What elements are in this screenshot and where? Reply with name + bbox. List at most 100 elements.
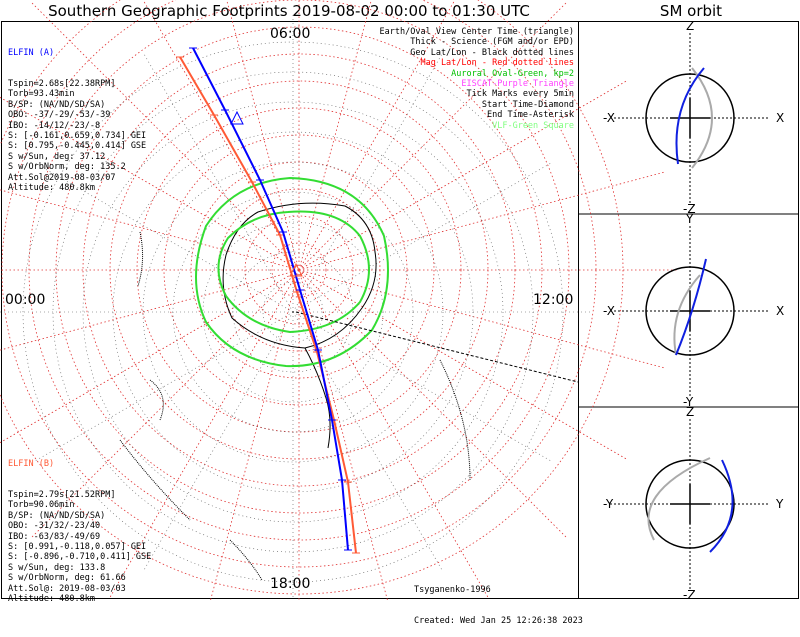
- mag-lon-line: [298, 269, 667, 369]
- mag-lon-line: [298, 269, 629, 461]
- geo-latlon-grid: [0, 12, 593, 600]
- mag-latlon-grid: [0, 0, 679, 600]
- sm-axis-label-left: -X: [603, 111, 615, 125]
- sm-axis-label-bottom: -Y: [683, 395, 694, 409]
- sm-frame: [578, 21, 799, 599]
- mag-lat-circle: [244, 215, 354, 325]
- antarctica-coast: [222, 202, 377, 349]
- mag-lon-line: [0, 269, 300, 444]
- legend: Earth/Oval View Center Time (triangle) Th…: [380, 27, 574, 131]
- legend-entry: Auroral Oval-Green, kp=2: [451, 68, 574, 79]
- legend-entry: VLF-Green Square: [492, 120, 574, 131]
- elfin-b-line: Torb=90.06min: [8, 500, 75, 511]
- sm-earth-circle: [645, 73, 735, 163]
- elfin-b-lines: Tspin=2.79s[21.52RPM] Torb=90.06min B/SP: …: [8, 490, 151, 604]
- elfin-a-center-triangle: [230, 110, 244, 125]
- sm-orbit-a: [675, 67, 705, 165]
- elfin-a-name: ELFIN (A): [8, 47, 55, 58]
- elfin-b-line: S: [-0.896,-0.710,0.411] GSE: [8, 552, 152, 563]
- mag-lat-circle: [271, 242, 327, 298]
- elfin-a-info: ELFIN (A) Tspin=2.68s[22.38RPM] Torb=93.4…: [8, 27, 146, 204]
- mag-lon-line: [0, 269, 300, 351]
- mag-lon-line: [298, 171, 667, 271]
- mag-lon-line: [0, 96, 300, 271]
- elfin-b-track: [179, 56, 357, 554]
- geo-lon-line: [292, 311, 553, 463]
- elfin-b-name: ELFIN (B): [8, 458, 55, 469]
- model-credit: Tsyganenko-1996: [414, 584, 491, 595]
- elfin-a-line: Altitude: 480.8km: [8, 183, 95, 194]
- elfin-a-line: Tspin=2.68s[22.38RPM]: [8, 79, 116, 90]
- polar-map: [0, 0, 679, 600]
- credit-block: Tsyganenko-1996 Created: Wed Jan 25 12:2…: [414, 564, 583, 637]
- elfin-b-line: Tspin=2.79s[21.52RPM]: [8, 490, 116, 501]
- time-label-top: 06:00: [270, 26, 311, 42]
- mag-lon-line: [298, 269, 388, 600]
- geo-lat-circle: [82, 101, 504, 523]
- elfin-a-line: IBO: -14/12/-23/-8: [8, 120, 101, 131]
- time-label-bottom: 18:00: [270, 576, 311, 592]
- mag-lat-circle: [136, 107, 462, 433]
- elfin-a-line: S w/OrbNorm, deg: 135.2: [8, 162, 126, 173]
- geo-lat-circle: [202, 221, 384, 403]
- geo-lon-line: [142, 311, 294, 572]
- elfin-a-line: B/SP: (NA/ND/SD/SA): [8, 99, 106, 110]
- mag-lon-line: [30, 1, 300, 271]
- chart-title: Southern Geographic Footprints 2019-08-0…: [48, 2, 530, 20]
- peninsula-coast: [304, 347, 331, 449]
- elfin-b-line: IBO: -63/83/-49/69: [8, 531, 101, 542]
- elfin-b-line: S w/Sun, deg: 133.8: [8, 562, 106, 573]
- elfin-b-line: B/SP: (NA/ND/SD/SA): [8, 510, 106, 521]
- sm-orbit-b: [691, 67, 713, 169]
- geo-lat-circle: [262, 281, 324, 343]
- mag-lon-line: [298, 269, 490, 600]
- sm-earth-circle: [645, 459, 735, 549]
- sm-axis-label-bottom: -Z: [683, 588, 696, 600]
- sm-orbit-b: [673, 274, 701, 356]
- mag-lon-line: [298, 1, 568, 271]
- time-label-right: 12:00: [533, 292, 574, 308]
- sm-orbit-b: [647, 457, 711, 541]
- sun-direction-line: [295, 311, 579, 383]
- legend-entry: Tick Marks every 5min: [466, 89, 574, 100]
- elfin-a-line: Att.Sol@2019-08-03/07: [8, 172, 116, 183]
- created-credit: Created: Wed Jan 25 12:26:38 2023: [414, 616, 583, 627]
- time-label-left: 00:00: [5, 292, 46, 308]
- elfin-a-line: S: [0.795,-0.445,0.414] GSE: [8, 141, 147, 152]
- elfin-a-line: S: [-0.161,0.659,0.734] GEI: [8, 131, 147, 142]
- sm-axis-label-right: X: [776, 304, 784, 318]
- legend-entry: Mag Lat/Lon - Red dotted lines: [420, 58, 574, 69]
- auroral-oval-inner: [217, 210, 370, 334]
- figure-canvas: Z -Z -X X Y -Y -X X Z -Z -Y Y: [0, 0, 799, 600]
- elfin-a-lines: Tspin=2.68s[22.38RPM] Torb=93.43min B/SP: …: [8, 79, 146, 193]
- mag-lon-line: [30, 269, 300, 539]
- legend-entry: Thick - Science (FGM and/or EPD): [410, 37, 574, 48]
- elfin-b-line: S w/OrbNorm, deg: 61.66: [8, 573, 126, 584]
- mag-lon-line: [298, 269, 568, 539]
- sm-axis-label-left: -X: [603, 304, 615, 318]
- elfin-b-line: Altitude: 480.8km: [8, 594, 95, 605]
- auroral-oval-outer: [195, 176, 389, 368]
- legend-entry: EISCAT-Purple Triangle: [461, 79, 574, 90]
- legend-entry: Start Time-Diamond: [481, 99, 574, 110]
- sm-orbit-a: [709, 459, 734, 553]
- sm-axis-label-top: Z: [686, 19, 694, 33]
- mag-lat-circle: [55, 26, 543, 514]
- geo-lat-circle: [142, 161, 444, 463]
- elfin-a-line: OBO: -37/-29/-53/-39: [8, 110, 111, 121]
- mag-lat-circle: [28, 0, 570, 541]
- elfin-b-info: ELFIN (B) Tspin=2.79s[21.52RPM] Torb=90.0…: [8, 438, 151, 615]
- geo-lat-circle: [22, 41, 564, 583]
- sm-axis-label-right: X: [776, 111, 784, 125]
- sm-orbit-title: SM orbit: [659, 2, 723, 20]
- coastlines: [119, 202, 471, 581]
- sm-axis-label-bottom: -Z: [683, 202, 696, 216]
- elfin-a-line: Torb=93.43min: [8, 89, 75, 100]
- mag-lon-line: [210, 269, 300, 600]
- elfin-b-center-triangle: [289, 262, 303, 277]
- mag-lon-line: [108, 269, 300, 600]
- legend-entry: Geo Lat/Lon - Black dotted lines: [410, 47, 574, 58]
- legend-entry: Earth/Oval View Center Time (triangle): [379, 27, 574, 37]
- sm-axis-label-right: Y: [775, 497, 784, 511]
- sm-axis-label-left: -Y: [603, 497, 614, 511]
